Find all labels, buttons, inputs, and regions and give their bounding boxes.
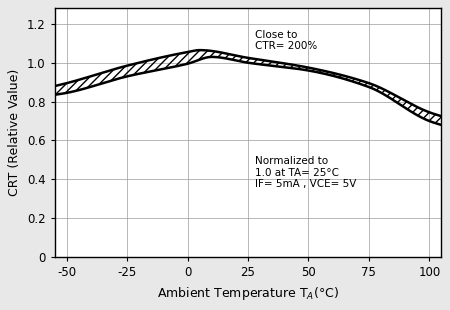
- Y-axis label: CRT (Relative Value): CRT (Relative Value): [9, 69, 21, 196]
- X-axis label: Ambient Temperature T$_A$(°C): Ambient Temperature T$_A$(°C): [157, 285, 339, 302]
- Text: Close to
CTR= 200%: Close to CTR= 200%: [255, 30, 318, 51]
- Text: Normalized to
1.0 at TA= 25°C
IF= 5mA , VCE= 5V: Normalized to 1.0 at TA= 25°C IF= 5mA , …: [255, 156, 357, 189]
